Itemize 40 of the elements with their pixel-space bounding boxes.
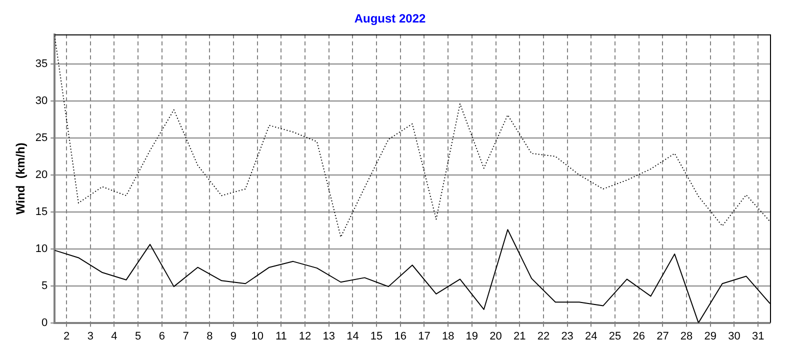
y-tick-label: 20 [35,168,48,181]
x-tick-label: 16 [394,330,407,342]
x-tick-label: 17 [418,330,430,342]
x-tick-label: 19 [466,330,478,342]
x-tick-label: 5 [135,330,142,342]
x-tick-label: 2 [63,330,70,342]
x-tick-label: 27 [656,330,669,342]
x-tick-label: 20 [490,330,502,342]
x-tick-label: 12 [298,330,312,342]
x-tick-label: 14 [346,330,359,342]
x-tick-label: 30 [728,330,740,342]
x-tick-label: 23 [561,330,574,342]
y-tick-label: 35 [35,58,48,70]
x-tick-label: 25 [608,330,622,342]
chart-title: August 2022 [354,12,426,26]
x-tick-label: 21 [513,330,526,342]
x-tick-label: 31 [752,330,764,342]
x-tick-label: 24 [585,330,598,342]
x-tick-label: 18 [442,330,454,342]
x-tick-label: 15 [370,330,383,342]
x-tick-label: 28 [680,330,693,342]
y-tick-label: 10 [35,242,48,255]
x-tick-label: 13 [322,330,335,342]
x-tick-label: 7 [182,330,189,342]
y-axis-title: Wind (km/h) [14,142,28,215]
x-tick-label: 3 [87,330,94,342]
y-tick-label: 5 [42,280,48,292]
x-tick-label: 8 [206,330,213,342]
y-tick-label: 0 [42,316,48,329]
x-tick-label: 29 [704,330,717,342]
x-tick-label: 10 [251,330,264,342]
x-tick-label: 26 [632,330,645,342]
y-tick-label: 30 [35,94,48,107]
x-tick-label: 11 [275,330,287,342]
x-tick-label: 6 [158,330,166,342]
x-tick-label: 9 [230,330,237,342]
y-tick-label: 25 [35,132,48,144]
y-tick-label: 15 [35,206,48,218]
x-tick-label: 22 [537,330,550,342]
x-tick-label: 4 [111,330,118,342]
